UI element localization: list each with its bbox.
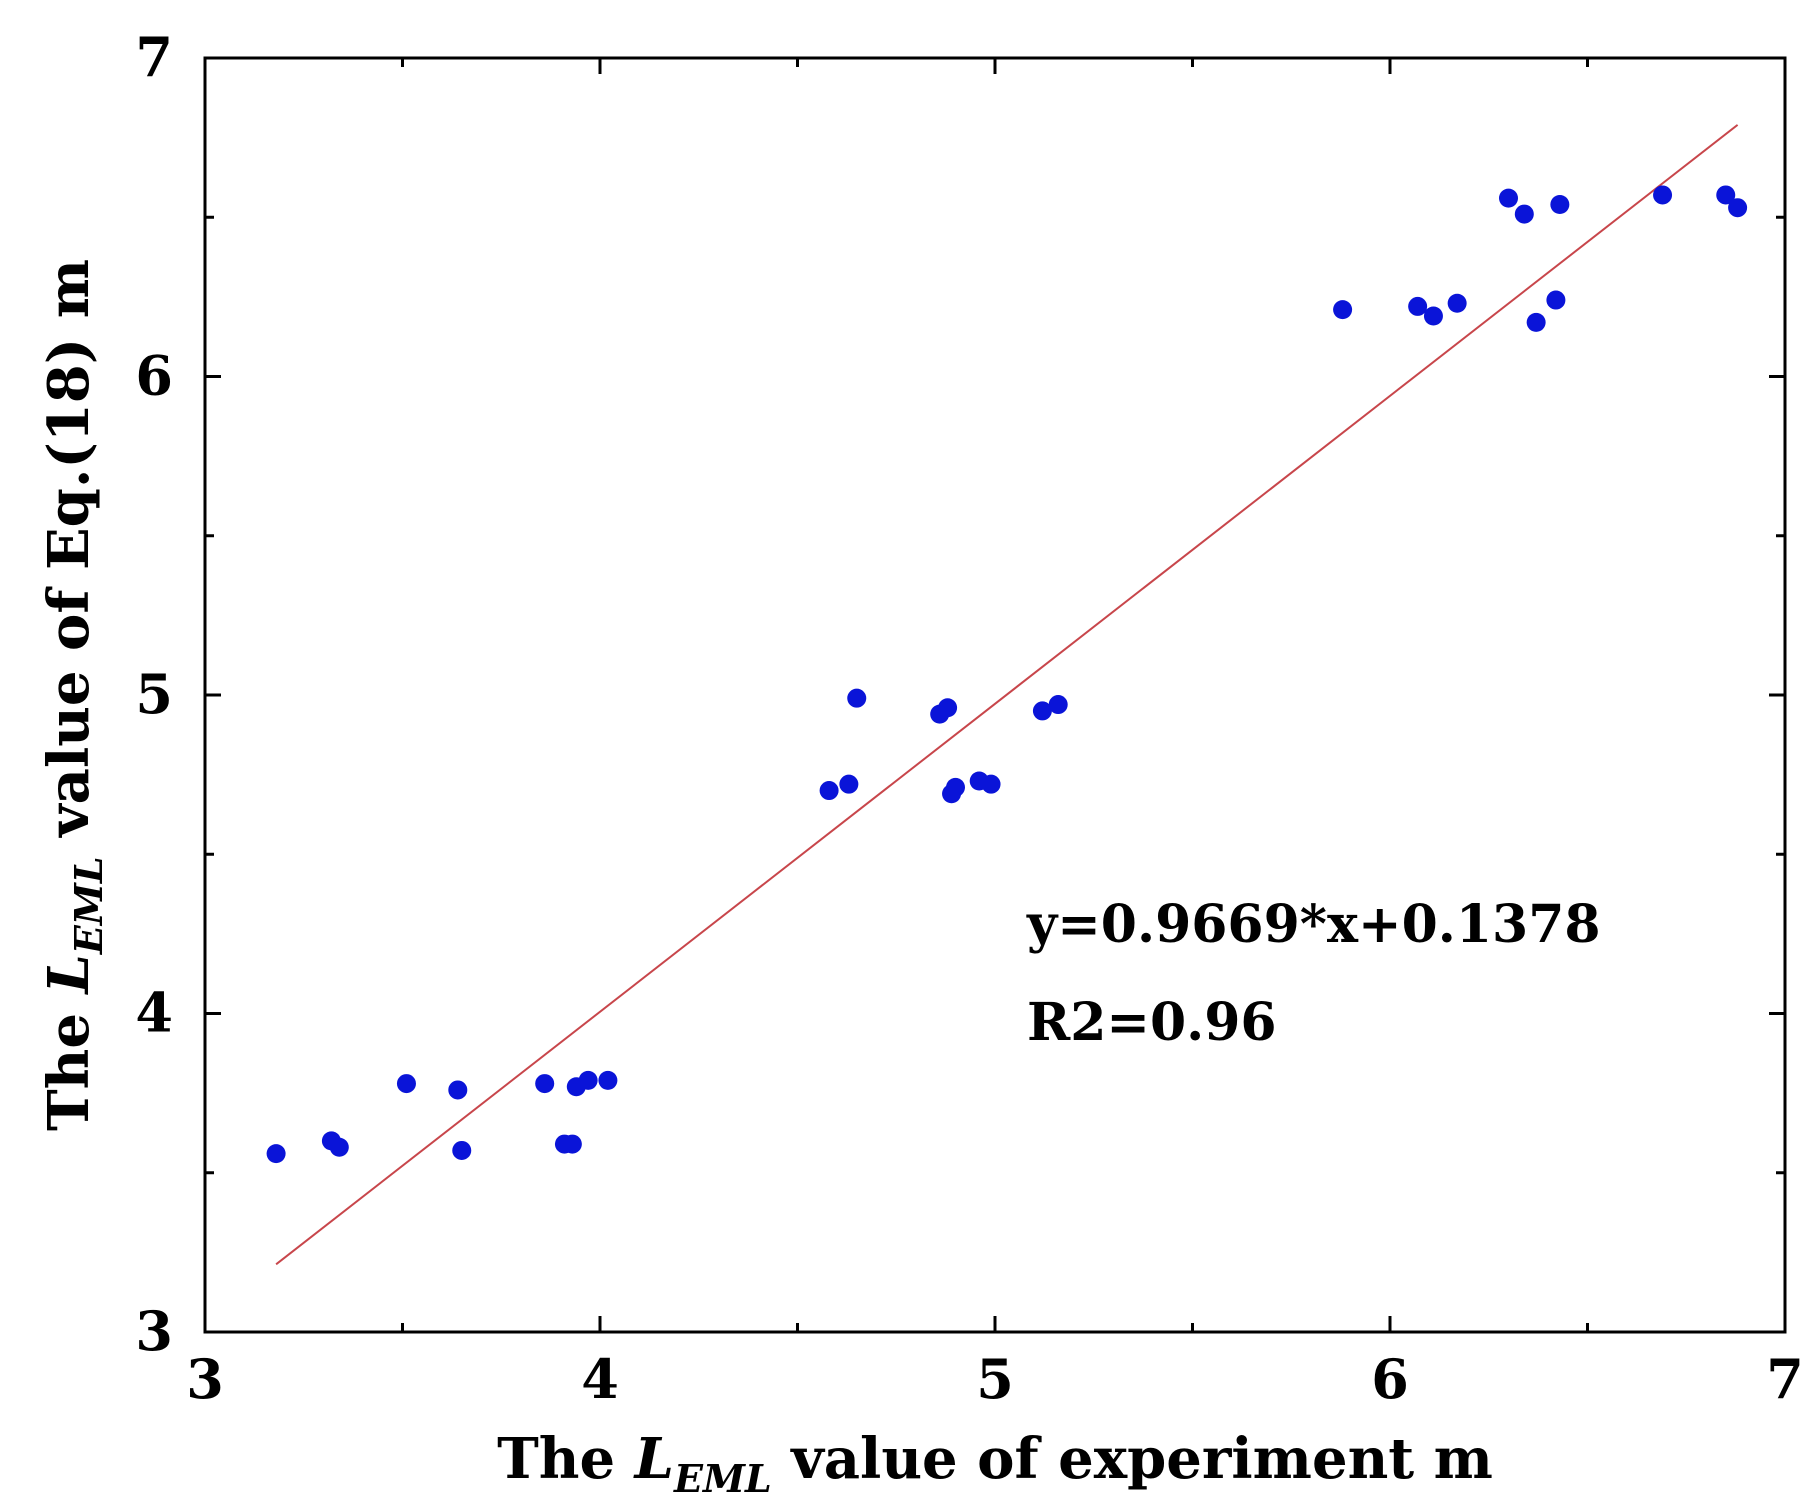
data-point: [1514, 204, 1534, 224]
data-point: [946, 777, 965, 797]
data-point: [578, 1070, 598, 1090]
r-squared: R2=0.96: [1027, 992, 1277, 1053]
data-point: [1526, 312, 1546, 332]
x-tick-label: 7: [1766, 1347, 1804, 1411]
data-point: [562, 1134, 582, 1154]
fit-line: [275, 124, 1739, 1266]
y-axis-title-symbol: L: [36, 954, 102, 995]
data-point: [839, 774, 859, 794]
y-tick-label: 3: [135, 1299, 173, 1363]
data-point: [1499, 188, 1518, 208]
data-point: [1048, 695, 1068, 715]
data-point: [1653, 185, 1673, 205]
x-axis-title-suffix: value of experiment m: [772, 1426, 1493, 1492]
data-point: [1716, 185, 1736, 205]
y-tick-label: 5: [135, 662, 173, 726]
data-point: [1546, 290, 1566, 310]
data-point: [938, 698, 958, 718]
x-tick-label: 5: [976, 1347, 1014, 1411]
data-point: [1423, 306, 1443, 326]
data-point: [1728, 198, 1748, 218]
data-point: [535, 1074, 555, 1094]
x-tick-label: 6: [1371, 1347, 1409, 1411]
x-axis-title: The LEML value of experiment m: [497, 1426, 1493, 1501]
data-point: [266, 1144, 286, 1164]
data-point: [1333, 300, 1353, 320]
data-point: [448, 1080, 468, 1100]
data-point: [598, 1070, 618, 1090]
x-tick-label: 3: [186, 1347, 224, 1411]
data-point: [1032, 701, 1052, 721]
y-tick-label: 7: [135, 25, 173, 89]
data-point: [847, 688, 867, 708]
data-point: [819, 781, 839, 801]
y-tick-label: 4: [135, 981, 173, 1045]
data-point: [329, 1137, 349, 1157]
data-point: [452, 1140, 472, 1160]
plot-frame: [203, 56, 1787, 1334]
data-point: [1408, 296, 1428, 316]
x-axis-title-symbol: L: [633, 1426, 674, 1492]
y-axis-title: The LEML value of Eq.(18) m: [36, 259, 111, 1131]
fit-equation: y=0.9669*x+0.1378: [1026, 894, 1601, 955]
y-axis-title-prefix: The: [36, 994, 102, 1132]
data-point: [981, 774, 1001, 794]
x-axis-title-prefix: The: [497, 1426, 635, 1492]
data-point: [1550, 195, 1570, 215]
x-axis-title-subscript: EML: [673, 1456, 772, 1501]
y-tick-label: 6: [135, 344, 173, 408]
data-point: [1447, 293, 1467, 313]
x-tick-label: 4: [581, 1347, 619, 1411]
y-axis-title-suffix: value of Eq.(18) m: [36, 259, 102, 856]
data-point: [396, 1074, 416, 1094]
y-axis-title-subscript: EML: [66, 856, 111, 955]
